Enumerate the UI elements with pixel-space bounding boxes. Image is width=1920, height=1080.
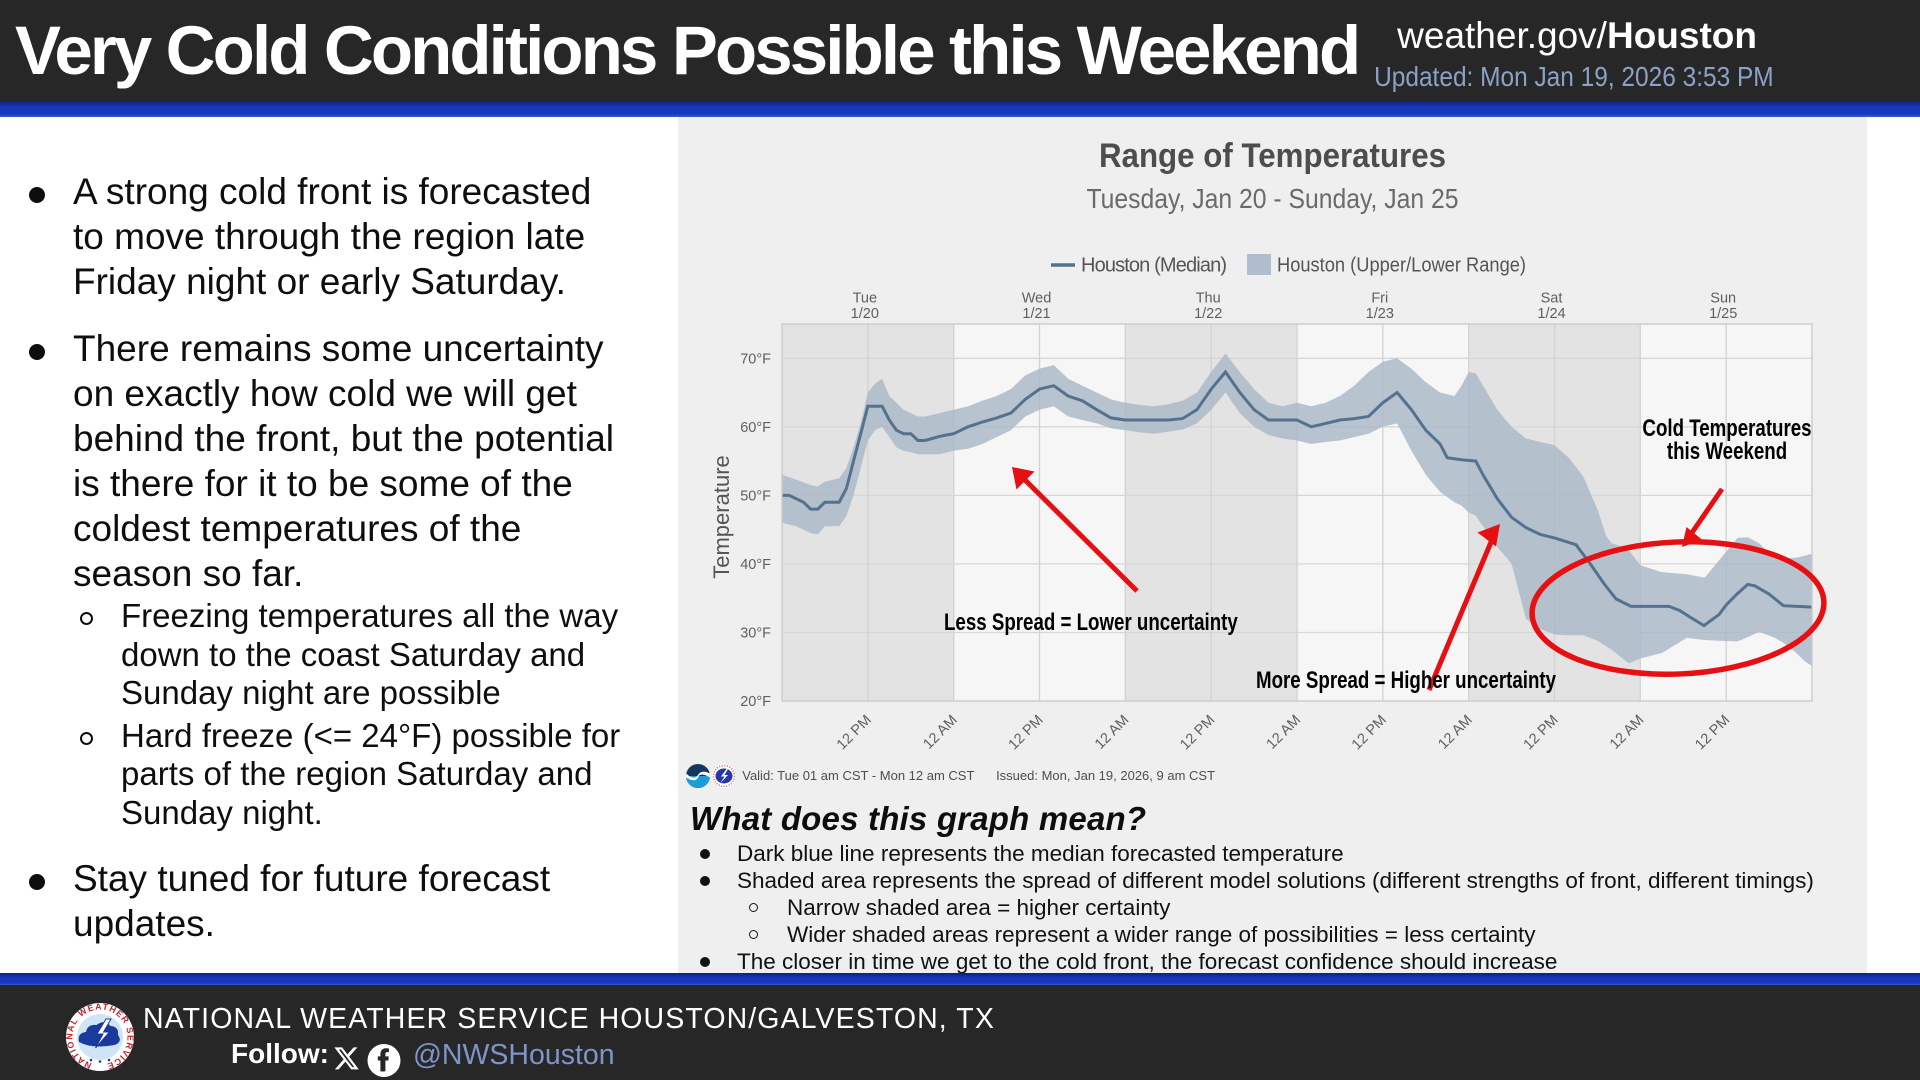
svg-text:20°F: 20°F xyxy=(740,694,771,710)
svg-text:12 PM: 12 PM xyxy=(1349,712,1390,753)
svg-text:50°F: 50°F xyxy=(740,488,771,504)
svg-text:12 AM: 12 AM xyxy=(1092,712,1132,752)
svg-text:1/25: 1/25 xyxy=(1709,306,1737,322)
svg-text:Houston (Median): Houston (Median) xyxy=(1081,255,1227,277)
svg-text:1/20: 1/20 xyxy=(851,306,879,322)
svg-text:this Weekend: this Weekend xyxy=(1667,438,1787,465)
svg-text:12 PM: 12 PM xyxy=(1521,712,1562,753)
svg-text:70°F: 70°F xyxy=(740,351,771,367)
svg-text:12 PM: 12 PM xyxy=(834,712,875,753)
svg-text:12 PM: 12 PM xyxy=(1692,712,1733,753)
svg-text:Houston (Upper/Lower Range): Houston (Upper/Lower Range) xyxy=(1277,255,1526,277)
svg-text:Fri: Fri xyxy=(1371,291,1388,307)
svg-text:More Spread = Higher uncertain: More Spread = Higher uncertainty xyxy=(1256,667,1556,694)
svg-text:60°F: 60°F xyxy=(740,420,771,436)
svg-text:40°F: 40°F xyxy=(740,557,771,573)
svg-text:30°F: 30°F xyxy=(740,626,771,642)
svg-text:12 PM: 12 PM xyxy=(1006,712,1047,753)
svg-text:Cold Temperatures: Cold Temperatures xyxy=(1642,415,1811,442)
svg-text:Tue: Tue xyxy=(853,291,877,307)
svg-text:Wed: Wed xyxy=(1022,291,1052,307)
svg-text:Less Spread = Lower uncertaint: Less Spread = Lower uncertainty xyxy=(944,609,1238,636)
svg-text:Sun: Sun xyxy=(1710,291,1736,307)
svg-text:1/23: 1/23 xyxy=(1366,306,1394,322)
svg-text:Temperature: Temperature xyxy=(709,455,734,579)
svg-text:12 AM: 12 AM xyxy=(1435,712,1475,752)
svg-text:1/24: 1/24 xyxy=(1537,306,1565,322)
svg-text:12 AM: 12 AM xyxy=(920,712,960,752)
svg-text:Thu: Thu xyxy=(1196,291,1221,307)
svg-text:Sat: Sat xyxy=(1541,291,1563,307)
svg-text:12 PM: 12 PM xyxy=(1177,712,1218,753)
svg-text:1/22: 1/22 xyxy=(1194,306,1222,322)
svg-text:12 AM: 12 AM xyxy=(1607,712,1647,752)
svg-text:1/21: 1/21 xyxy=(1022,306,1050,322)
svg-text:12 AM: 12 AM xyxy=(1264,712,1304,752)
